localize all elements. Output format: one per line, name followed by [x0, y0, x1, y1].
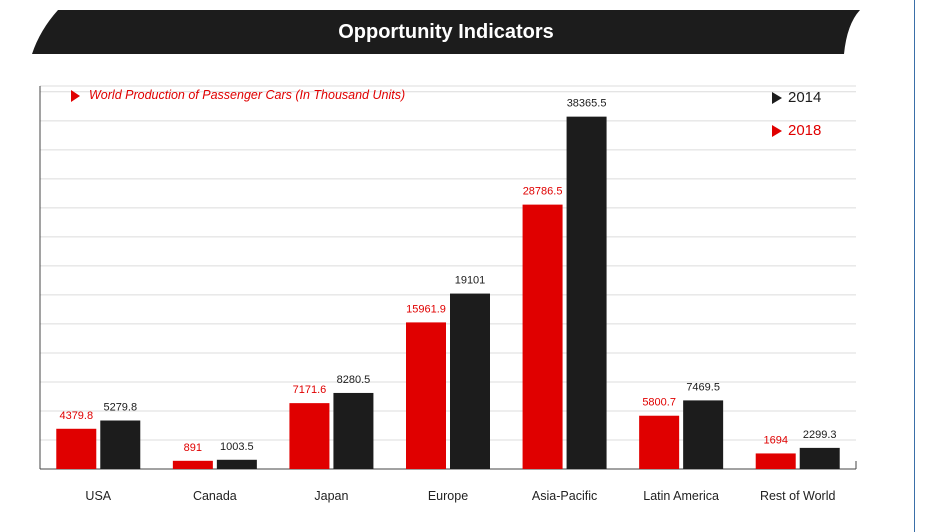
- chart-note: World Production of Passenger Cars (In T…: [89, 88, 406, 102]
- x-tick-label: Latin America: [643, 489, 719, 503]
- data-label-2018: 7171.6: [293, 384, 327, 396]
- legend-label-2018: 2018: [788, 122, 822, 139]
- data-label-2018: 5800.7: [642, 397, 676, 409]
- x-tick-label: Europe: [428, 489, 468, 503]
- legend-label-2014: 2014: [788, 89, 822, 106]
- bar-2014-rest-of-world: [799, 447, 840, 469]
- bar-2018-asia-pacific: [522, 204, 563, 470]
- x-tick-label: Japan: [314, 489, 348, 503]
- banner-shape: [32, 10, 860, 54]
- data-label-2014: 38365.5: [567, 98, 607, 110]
- data-label-2014: 2299.3: [803, 429, 837, 441]
- bar-2018-latin-america: [639, 415, 680, 469]
- bar-2018-rest-of-world: [755, 453, 796, 469]
- note-marker-icon: [71, 90, 80, 102]
- bar-2018-usa: [56, 428, 97, 469]
- x-tick-label: Canada: [193, 489, 237, 503]
- bar-2018-canada: [172, 460, 213, 469]
- data-label-2014: 7469.5: [686, 381, 720, 393]
- legend-marker-2014-icon: [772, 92, 782, 104]
- x-tick-label: USA: [85, 489, 111, 503]
- header-banner: Opportunity Indicators: [0, 0, 937, 60]
- bar-2014-usa: [100, 420, 141, 469]
- right-frame-line: [914, 0, 915, 532]
- data-label-2014: 8280.5: [337, 374, 371, 386]
- data-label-2018: 28786.5: [523, 186, 563, 198]
- data-label-2018: 4379.8: [59, 410, 93, 422]
- bar-2014-canada: [216, 459, 257, 469]
- legend-marker-2018-icon: [772, 125, 782, 137]
- bar-2014-japan: [333, 392, 374, 469]
- bar-2014-europe: [450, 293, 490, 469]
- x-tick-label: Rest of World: [760, 489, 836, 503]
- bar-2014-asia-pacific: [566, 116, 607, 469]
- data-label-2018: 15961.9: [406, 303, 446, 315]
- data-label-2018: 891: [184, 442, 202, 454]
- data-label-2014: 1003.5: [220, 441, 254, 453]
- x-tick-label: Asia-Pacific: [532, 489, 597, 503]
- bar-2014-latin-america: [683, 400, 724, 469]
- data-label-2014: 19101: [455, 275, 486, 287]
- bar-2018-japan: [289, 403, 330, 469]
- data-label-2018: 1694: [763, 434, 787, 446]
- bar-2018-europe: [406, 322, 446, 469]
- page-title: Opportunity Indicators: [338, 21, 554, 43]
- data-label-2014: 5279.8: [103, 402, 137, 414]
